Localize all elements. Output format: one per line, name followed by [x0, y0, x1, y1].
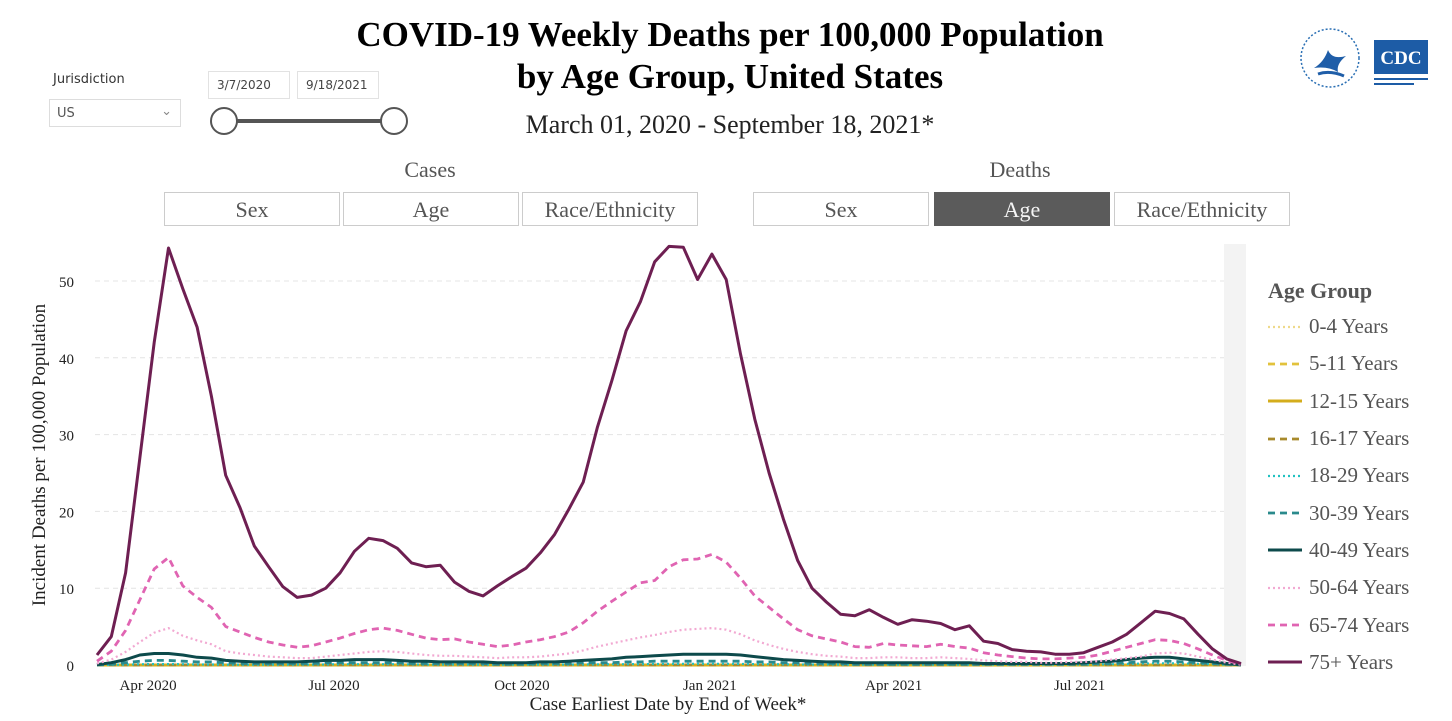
- tab-deaths-age[interactable]: Age: [934, 192, 1110, 226]
- legend-item[interactable]: 5-11 Years: [1268, 345, 1409, 382]
- y-axis-title: Incident Deaths per 100,000 Population: [29, 303, 50, 606]
- tab-deaths-race-ethnicity[interactable]: Race/Ethnicity: [1114, 192, 1290, 226]
- legend-item[interactable]: 40-49 Years: [1268, 532, 1409, 569]
- tab-deaths-sex[interactable]: Sex: [753, 192, 929, 226]
- date-slider-start-handle[interactable]: [210, 107, 238, 135]
- legend-label: 12-15 Years: [1309, 388, 1410, 413]
- legend-item[interactable]: 16-17 Years: [1268, 420, 1409, 457]
- legend-line-swatch: [1268, 325, 1302, 328]
- legend-title: Age Group: [1268, 278, 1373, 303]
- x-tick-label: Apr 2020: [120, 678, 177, 694]
- x-tick-label: Apr 2021: [865, 678, 922, 694]
- date-slider-end-handle[interactable]: [380, 107, 408, 135]
- chevron-down-icon: ⌄: [161, 104, 172, 119]
- svg-text:CDC: CDC: [1380, 48, 1421, 69]
- hhs-logo: [1300, 28, 1360, 88]
- legend-line-swatch: [1268, 362, 1302, 366]
- legend-line-swatch: [1268, 474, 1302, 477]
- jurisdiction-label: Jurisdiction: [53, 72, 125, 87]
- legend-item[interactable]: 18-29 Years: [1268, 457, 1409, 494]
- series-line-65-74-years: [96, 553, 1242, 666]
- y-tick-label: 10: [59, 582, 74, 598]
- legend-line-swatch: [1268, 660, 1302, 664]
- date-slider-track[interactable]: [224, 119, 394, 123]
- legend-label: 0-4 Years: [1309, 314, 1389, 339]
- legend-label: 65-74 Years: [1309, 612, 1410, 637]
- y-tick-label: 20: [59, 505, 74, 521]
- x-tick-label: Jan 2021: [683, 678, 737, 694]
- legend-line-swatch: [1268, 548, 1302, 552]
- legend-label: 40-49 Years: [1309, 537, 1410, 562]
- legend: Age Group 0-4 Years 5-11 Years 12-15 Years…: [1268, 278, 1409, 681]
- legend-line-swatch: [1268, 511, 1302, 515]
- legend-item[interactable]: 12-15 Years: [1268, 383, 1409, 420]
- title-line-2: by Age Group, United States: [516, 57, 944, 96]
- cases-group-label: Cases: [404, 157, 456, 182]
- legend-label: 18-29 Years: [1309, 463, 1410, 488]
- tab-cases-age[interactable]: Age: [343, 192, 519, 226]
- y-tick-label: 30: [59, 429, 74, 445]
- legend-item[interactable]: 30-39 Years: [1268, 494, 1409, 531]
- legend-label: 75+ Years: [1309, 649, 1394, 674]
- cdc-logo: CDC: [1374, 40, 1428, 85]
- x-axis-title: Case Earliest Date by End of Week*: [530, 694, 807, 715]
- title-line-1: COVID-19 Weekly Deaths per 100,000 Popul…: [356, 15, 1104, 54]
- legend-item[interactable]: 0-4 Years: [1268, 308, 1409, 345]
- x-tick-label: Oct 2020: [494, 678, 549, 694]
- tab-cases-race-ethnicity[interactable]: Race/Ethnicity: [522, 192, 698, 226]
- legend-line-swatch: [1268, 623, 1302, 627]
- y-tick-label: 40: [59, 352, 74, 368]
- y-tick-label: 0: [67, 659, 75, 675]
- legend-item[interactable]: 50-64 Years: [1268, 569, 1409, 606]
- jurisdiction-dropdown[interactable]: US ⌄: [49, 99, 181, 127]
- legend-item[interactable]: 75+ Years: [1268, 644, 1409, 681]
- series-line-18-29-years: [96, 662, 1242, 667]
- start-date-input[interactable]: 3/7/2020: [208, 71, 290, 99]
- legend-line-swatch: [1268, 399, 1302, 403]
- end-date-input[interactable]: 9/18/2021: [297, 71, 379, 99]
- plot-shaded-band: [1224, 244, 1246, 666]
- legend-label: 50-64 Years: [1309, 575, 1410, 600]
- jurisdiction-value: US: [57, 106, 75, 121]
- y-tick-label: 50: [59, 275, 74, 291]
- legend-line-swatch: [1268, 586, 1302, 589]
- subtitle: March 01, 2020 - September 18, 2021*: [525, 110, 935, 139]
- x-tick-label: Jul 2020: [308, 678, 359, 694]
- legend-line-swatch: [1268, 437, 1302, 440]
- legend-label: 16-17 Years: [1309, 426, 1410, 451]
- legend-item[interactable]: 65-74 Years: [1268, 606, 1409, 643]
- series-line-75-years: [95, 244, 1242, 665]
- legend-label: 5-11 Years: [1309, 351, 1399, 376]
- legend-label: 30-39 Years: [1309, 500, 1410, 525]
- tab-cases-sex[interactable]: Sex: [164, 192, 340, 226]
- series-line-50-64-years: [96, 626, 1242, 666]
- deaths-group-label: Deaths: [989, 157, 1051, 182]
- x-tick-label: Jul 2021: [1054, 678, 1105, 694]
